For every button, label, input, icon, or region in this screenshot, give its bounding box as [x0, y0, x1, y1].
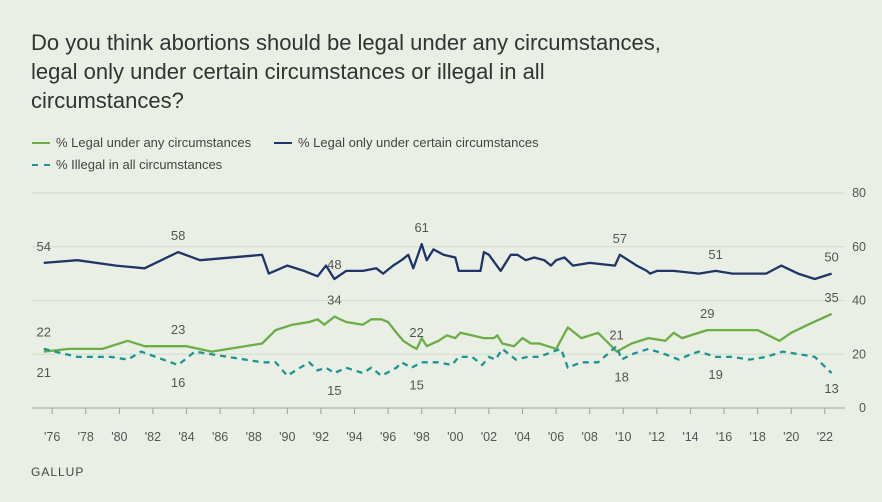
y-tick-label: 80 — [852, 186, 866, 200]
series-line-legal-any — [43, 312, 833, 353]
x-tick-label: '02 — [481, 430, 497, 444]
x-tick-label: '76 — [44, 430, 60, 444]
data-label: 22 — [37, 325, 51, 340]
series-line-illegal — [43, 345, 833, 377]
chart-title: Do you think abortions should be legal u… — [31, 30, 661, 113]
x-tick-label: '10 — [615, 430, 631, 444]
y-tick-label: 20 — [852, 347, 866, 361]
x-tick-label: '94 — [346, 430, 362, 444]
series-line-legal-certain — [43, 242, 832, 281]
data-label: 21 — [37, 365, 51, 380]
x-tick-label: '00 — [447, 430, 463, 444]
data-label: 15 — [327, 383, 341, 398]
legend-swatch-legal-any — [32, 141, 50, 144]
x-tick-label: '12 — [649, 430, 665, 444]
data-label: 34 — [327, 293, 341, 308]
data-label: 18 — [614, 370, 628, 385]
data-label: 61 — [414, 220, 428, 235]
legend-label-legal-certain: % Legal only under certain circumstances — [298, 135, 539, 150]
data-label: 51 — [708, 247, 722, 262]
x-tick-label: '06 — [548, 430, 564, 444]
x-tick-label: '82 — [145, 430, 161, 444]
data-label: 58 — [171, 228, 185, 243]
x-tick-label: '16 — [716, 430, 732, 444]
data-label: 57 — [613, 231, 627, 246]
data-label: 29 — [700, 306, 714, 321]
data-label: 22 — [409, 325, 423, 340]
legend-swatch-illegal — [32, 163, 50, 166]
legend-swatch-legal-certain — [274, 141, 292, 144]
x-tick-label: '86 — [212, 430, 228, 444]
x-tick-label: '04 — [514, 430, 530, 444]
data-label: 54 — [37, 239, 51, 254]
x-tick-label: '14 — [682, 430, 698, 444]
x-tick-label: '88 — [246, 430, 262, 444]
x-tick-label: '08 — [582, 430, 598, 444]
x-tick-label: '20 — [783, 430, 799, 444]
x-tick-label: '96 — [380, 430, 396, 444]
source-label: GALLUP — [31, 465, 85, 479]
y-tick-label: 40 — [852, 294, 866, 308]
legend-label-illegal: % Illegal in all circumstances — [56, 157, 223, 172]
legend-item-illegal: % Illegal in all circumstances — [32, 157, 222, 172]
legend-label-legal-any: % Legal under any circumstances — [56, 135, 252, 150]
data-label: 21 — [609, 328, 623, 343]
x-tick-label: '78 — [78, 430, 94, 444]
y-tick-label: 0 — [859, 401, 866, 415]
x-tick-label: '84 — [178, 430, 194, 444]
data-label: 13 — [824, 381, 838, 396]
x-tick-label: '90 — [279, 430, 295, 444]
data-label: 16 — [171, 375, 185, 390]
legend-item-legal-any: % Legal under any circumstances — [32, 135, 251, 150]
x-tick-label: '80 — [111, 430, 127, 444]
data-label: 19 — [708, 367, 722, 382]
x-tick-label: '22 — [817, 430, 833, 444]
legend-item-legal-certain: % Legal only under certain circumstances — [274, 135, 539, 150]
y-tick-label: 60 — [852, 240, 866, 254]
data-label: 35 — [824, 290, 838, 305]
x-tick-label: '92 — [313, 430, 329, 444]
data-label: 15 — [409, 378, 423, 393]
x-tick-label: '98 — [414, 430, 430, 444]
data-label: 23 — [171, 322, 185, 337]
data-label: 50 — [824, 250, 838, 265]
data-label: 48 — [327, 257, 341, 272]
x-tick-label: '18 — [750, 430, 766, 444]
